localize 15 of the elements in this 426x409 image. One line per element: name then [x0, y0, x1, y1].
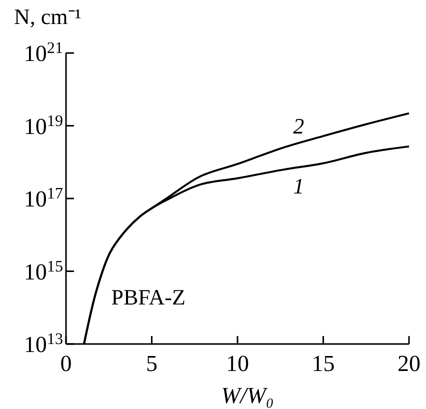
series-label: 2: [293, 114, 304, 139]
y-tick-label: 10$^{15}$: [24, 258, 63, 284]
x-tick-label: 20: [398, 351, 420, 376]
x-tick-label: 5: [146, 351, 158, 376]
y-tick-label: 10$^{19}$: [24, 112, 63, 139]
x-tick-label: 15: [312, 351, 335, 376]
y-tick-label: 10$^{17}$: [24, 185, 63, 212]
x-tick-label: 0: [60, 351, 72, 376]
x-tick-label: 10: [226, 351, 249, 376]
y-tick-label: 10$^{13}$: [24, 330, 63, 357]
y-tick-label: 10$^{21}$: [24, 40, 63, 66]
x-axis-title: W/W₀: [221, 383, 274, 408]
series-label: 1: [293, 174, 304, 199]
y-axis-title: N, cm⁻¹: [14, 4, 82, 29]
annotation: PBFA-Z: [111, 284, 186, 310]
